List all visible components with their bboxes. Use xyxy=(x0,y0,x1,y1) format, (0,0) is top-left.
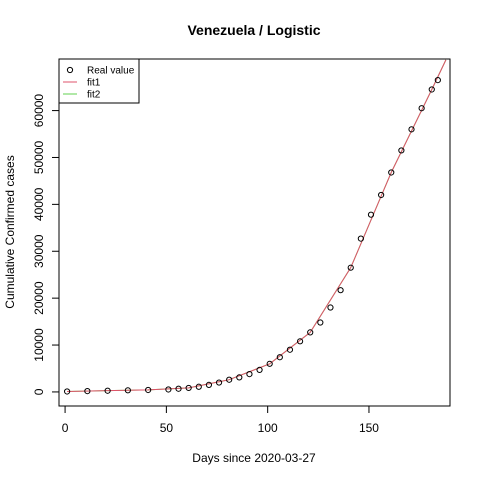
y-tick-label: 0 xyxy=(32,388,46,395)
y-tick-label: 20000 xyxy=(32,281,46,315)
legend-label: Real value xyxy=(87,66,135,77)
x-tick-label: 150 xyxy=(359,421,379,435)
y-tick-label: 60000 xyxy=(32,94,46,128)
y-tick-label: 10000 xyxy=(32,328,46,362)
y-tick-label: 40000 xyxy=(32,187,46,221)
x-tick-label: 100 xyxy=(258,421,278,435)
legend-label: fit1 xyxy=(87,78,101,89)
y-axis-label: Cumulative Confirmed cases xyxy=(3,155,17,308)
y-tick-label: 30000 xyxy=(32,234,46,268)
chart-title: Venezuela / Logistic xyxy=(187,22,320,38)
y-tick-label: 50000 xyxy=(32,140,46,174)
x-tick-label: 50 xyxy=(160,421,174,435)
x-tick-label: 0 xyxy=(62,421,69,435)
legend-label: fit2 xyxy=(87,90,101,101)
x-axis-label: Days since 2020-03-27 xyxy=(192,451,316,465)
